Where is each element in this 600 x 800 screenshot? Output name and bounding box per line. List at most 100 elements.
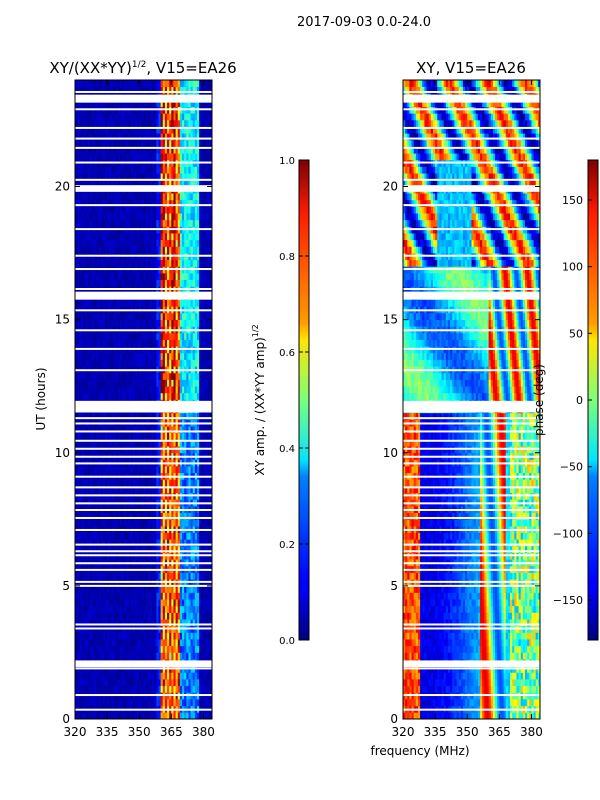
heatmap-cell bbox=[128, 259, 132, 267]
heatmap-cell bbox=[119, 379, 123, 387]
heatmap-cell bbox=[171, 699, 174, 707]
heatmap-cell bbox=[175, 80, 179, 88]
heatmap-cell bbox=[89, 273, 93, 281]
heatmap-cell bbox=[177, 179, 181, 187]
heatmap-cell bbox=[115, 652, 119, 660]
heatmap-cell bbox=[85, 479, 89, 487]
heatmap-cell bbox=[134, 632, 138, 640]
heatmap-cell bbox=[102, 352, 106, 360]
heatmap-cell bbox=[128, 392, 132, 400]
heatmap-cell bbox=[124, 166, 127, 174]
left-panel-title: XY/(XX*YY)1/2, V15=EA26 bbox=[49, 59, 236, 77]
heatmap-cell bbox=[124, 273, 127, 281]
heatmap-cell bbox=[175, 572, 179, 580]
heatmap-cell bbox=[179, 432, 183, 440]
heatmap-cell bbox=[87, 639, 91, 647]
heatmap-cell bbox=[156, 592, 159, 600]
heatmap-cell bbox=[98, 605, 102, 613]
heatmap-cell bbox=[171, 572, 174, 580]
heatmap-cell bbox=[130, 99, 134, 107]
heatmap-cell bbox=[79, 166, 82, 174]
heatmap-cell bbox=[147, 432, 151, 440]
heatmap-cell bbox=[115, 392, 119, 400]
heatmap-cell bbox=[160, 80, 164, 88]
heatmap-cell bbox=[109, 153, 112, 161]
heatmap-cell bbox=[130, 146, 134, 154]
heatmap-cell bbox=[128, 173, 132, 181]
heatmap-cell bbox=[126, 213, 129, 221]
heatmap-cell bbox=[85, 139, 89, 147]
heatmap-cell bbox=[167, 279, 170, 287]
heatmap-cell bbox=[182, 412, 185, 420]
heatmap-cell bbox=[169, 379, 172, 387]
heatmap-cell bbox=[75, 213, 78, 221]
heatmap-cell bbox=[175, 652, 179, 660]
heatmap-cell bbox=[111, 572, 114, 580]
heatmap-cell bbox=[134, 432, 138, 440]
heatmap-cell bbox=[184, 386, 187, 394]
heatmap-cell bbox=[89, 672, 93, 680]
heatmap-cell bbox=[92, 372, 95, 380]
heatmap-cell bbox=[113, 273, 117, 281]
heatmap-cell bbox=[128, 585, 132, 593]
heatmap-cell bbox=[115, 372, 119, 380]
heatmap-cell bbox=[143, 239, 146, 247]
heatmap-cell bbox=[182, 359, 185, 367]
heatmap-cell bbox=[130, 605, 134, 613]
heatmap-cell bbox=[128, 279, 132, 287]
heatmap-cell bbox=[169, 166, 172, 174]
heatmap-cell bbox=[162, 86, 166, 94]
heatmap-cell bbox=[102, 239, 106, 247]
heatmap-cell bbox=[169, 439, 172, 447]
heatmap-cell bbox=[128, 479, 132, 487]
heatmap-cell bbox=[83, 386, 87, 394]
heatmap-cell bbox=[107, 166, 110, 174]
heatmap-cell bbox=[173, 239, 176, 247]
heatmap-cell bbox=[141, 679, 144, 687]
heatmap-cell bbox=[98, 539, 102, 547]
heatmap-cell bbox=[104, 206, 108, 214]
heatmap-cell bbox=[184, 632, 187, 640]
heatmap-cell bbox=[89, 619, 93, 627]
heatmap-cell bbox=[156, 126, 159, 134]
heatmap-cell bbox=[137, 572, 140, 580]
heatmap-cell bbox=[130, 213, 134, 221]
heatmap-cell bbox=[182, 246, 185, 254]
heatmap-cell bbox=[162, 672, 166, 680]
heatmap-cell bbox=[104, 652, 108, 660]
heatmap-cell bbox=[124, 146, 127, 154]
heatmap-cell bbox=[104, 486, 108, 494]
heatmap-cell bbox=[160, 712, 164, 719]
heatmap-cell bbox=[107, 512, 110, 520]
heatmap-cell bbox=[154, 466, 157, 474]
heatmap-cell bbox=[160, 153, 164, 161]
heatmap-cell bbox=[87, 519, 91, 527]
heatmap-cell bbox=[96, 80, 99, 88]
heatmap-cell bbox=[162, 432, 166, 440]
heatmap-cell bbox=[167, 173, 170, 181]
heatmap-cell bbox=[75, 599, 78, 607]
heatmap-cell bbox=[154, 259, 157, 267]
heatmap-cell bbox=[87, 645, 91, 653]
heatmap-cell bbox=[128, 113, 132, 121]
heatmap-cell bbox=[100, 113, 104, 121]
heatmap-cell bbox=[158, 712, 161, 719]
heatmap-cell bbox=[87, 339, 91, 347]
heatmap-cell bbox=[85, 246, 89, 254]
heatmap-cell bbox=[182, 352, 185, 360]
heatmap-cell bbox=[145, 332, 149, 340]
heatmap-cell bbox=[104, 386, 108, 394]
heatmap-cell bbox=[124, 572, 127, 580]
heatmap-cell bbox=[96, 412, 99, 420]
heatmap-cell bbox=[162, 273, 166, 281]
heatmap-cell bbox=[158, 199, 161, 207]
heatmap-cell bbox=[96, 679, 99, 687]
heatmap-cell bbox=[107, 273, 110, 281]
heatmap-cell bbox=[177, 86, 181, 94]
heatmap-cell bbox=[85, 359, 89, 367]
heatmap-cell bbox=[162, 632, 166, 640]
heatmap-cell bbox=[173, 119, 176, 127]
heatmap-cell bbox=[100, 86, 104, 94]
heatmap-cell bbox=[81, 592, 84, 600]
heatmap-cell bbox=[130, 486, 134, 494]
